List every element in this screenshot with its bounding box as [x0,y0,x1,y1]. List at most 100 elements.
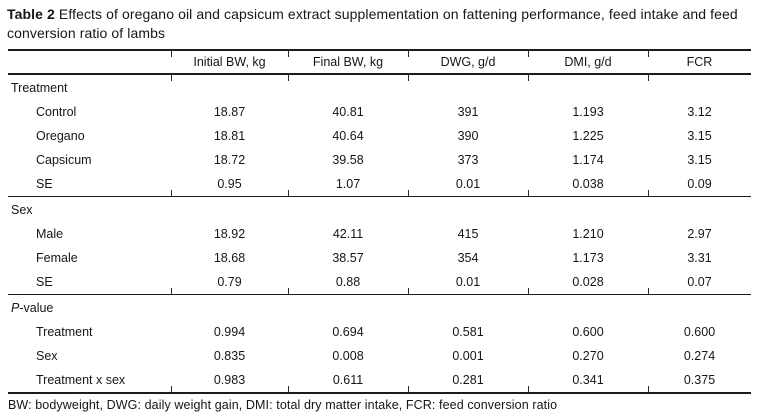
table-row: Capsicum 18.72 39.58 373 1.174 3.15 [8,148,751,172]
empty-cell [288,295,408,321]
table-footnote: BW: bodyweight, DWG: daily weight gain, … [8,398,558,412]
table-row: SE 0.79 0.88 0.01 0.028 0.07 [8,270,751,295]
cell-value: 40.64 [332,129,364,143]
cell-value: 0.281 [408,368,528,393]
table-row: Female 18.68 38.57 354 1.173 3.31 [8,246,751,270]
row-label: SE [36,275,53,289]
cell-value: 3.15 [687,153,712,167]
table-row: Treatment x sex 0.983 0.611 0.281 0.341 … [8,368,751,393]
cell-value: 0.95 [171,172,288,197]
cell-value: 18.72 [213,153,246,167]
cell-value: 0.01 [408,172,528,197]
cell-value: 42.11 [332,227,364,241]
row-label: Sex [36,349,58,363]
section-label: Sex [11,202,33,217]
cell-value: 3.31 [687,251,712,265]
section-header-row: P-value [8,295,751,321]
cell-value: 0.028 [528,270,648,295]
section-header-row: Treatment [8,74,751,100]
column-header: Final BW, kg [288,50,408,74]
cell-value: 38.57 [332,251,364,265]
cell-value: 1.173 [572,251,604,265]
cell-value: 2.97 [687,227,712,241]
empty-cell [408,295,528,321]
cell-value: 1.193 [572,105,604,119]
cell-value: 354 [457,251,479,265]
empty-cell [288,74,408,100]
cell-value: 0.341 [528,368,648,393]
row-label: Female [36,251,78,265]
column-header-row: Initial BW, kg Final BW, kg DWG, g/d DMI… [8,50,751,74]
row-label: Oregano [36,129,85,143]
table-title: Table 2 Effects of oregano oil and capsi… [7,5,749,42]
cell-value: 0.274 [683,349,716,363]
empty-cell [408,74,528,100]
table-row: Control 18.87 40.81 391 1.193 3.12 [8,100,751,124]
column-header: DMI, g/d [528,50,648,74]
cell-value: 1.225 [572,129,604,143]
cell-value: 0.008 [332,349,364,363]
cell-value: 0.88 [288,270,408,295]
section-label: Treatment [11,80,68,95]
empty-cell [648,197,751,223]
cell-value: 0.07 [648,270,751,295]
cell-value: 0.270 [572,349,604,363]
cell-value: 391 [457,105,479,119]
section-label: P-value [8,295,171,321]
cell-value: 0.09 [648,172,751,197]
row-label: Capsicum [36,153,92,167]
cell-value: 18.87 [213,105,246,119]
cell-value: 0.611 [288,368,408,393]
cell-value: 0.694 [332,325,364,339]
cell-value: 3.12 [687,105,712,119]
cell-value: 0.581 [452,325,484,339]
row-label: Control [36,105,77,119]
column-header: FCR [648,50,751,74]
table-number: Table 2 [7,6,55,22]
cell-value: 1.174 [572,153,604,167]
empty-cell [648,74,751,100]
column-header: Initial BW, kg [171,50,288,74]
cell-value: 1.210 [572,227,604,241]
cell-value: 415 [457,227,479,241]
empty-cell [288,197,408,223]
cell-value: 0.038 [528,172,648,197]
empty-cell [171,295,288,321]
cell-value: 0.983 [171,368,288,393]
empty-cell [528,197,648,223]
table-row: Treatment 0.994 0.694 0.581 0.600 0.600 [8,320,751,344]
table-row: Sex 0.835 0.008 0.001 0.270 0.274 [8,344,751,368]
cell-value: 18.81 [213,129,246,143]
cell-value: 373 [457,153,479,167]
empty-cell [408,197,528,223]
cell-value: 0.79 [171,270,288,295]
cell-value: 0.600 [683,325,716,339]
cell-value: 0.600 [572,325,604,339]
column-header: DWG, g/d [408,50,528,74]
empty-cell [528,74,648,100]
cell-value: 0.994 [213,325,246,339]
empty-header-cell [8,50,171,74]
p-rest: -value [19,300,54,315]
cell-value: 18.92 [213,227,246,241]
cell-value: 0.835 [213,349,246,363]
cell-value: 0.001 [452,349,484,363]
row-label: Treatment [36,325,93,339]
table-row: Male 18.92 42.11 415 1.210 2.97 [8,222,751,246]
table-caption: Effects of oregano oil and capsicum extr… [7,6,738,41]
cell-value: 3.15 [687,129,712,143]
cell-value: 0.01 [408,270,528,295]
cell-value: 18.68 [213,251,246,265]
empty-cell [528,295,648,321]
empty-cell [648,295,751,321]
cell-value: 1.07 [288,172,408,197]
cell-value: 40.81 [332,105,364,119]
cell-value: 39.58 [332,153,364,167]
cell-value: 390 [457,129,479,143]
row-label: Treatment x sex [36,373,126,387]
results-table: Initial BW, kg Final BW, kg DWG, g/d DMI… [8,49,751,394]
section-header-row: Sex [8,197,751,223]
empty-cell [171,197,288,223]
table-row: SE 0.95 1.07 0.01 0.038 0.09 [8,172,751,197]
